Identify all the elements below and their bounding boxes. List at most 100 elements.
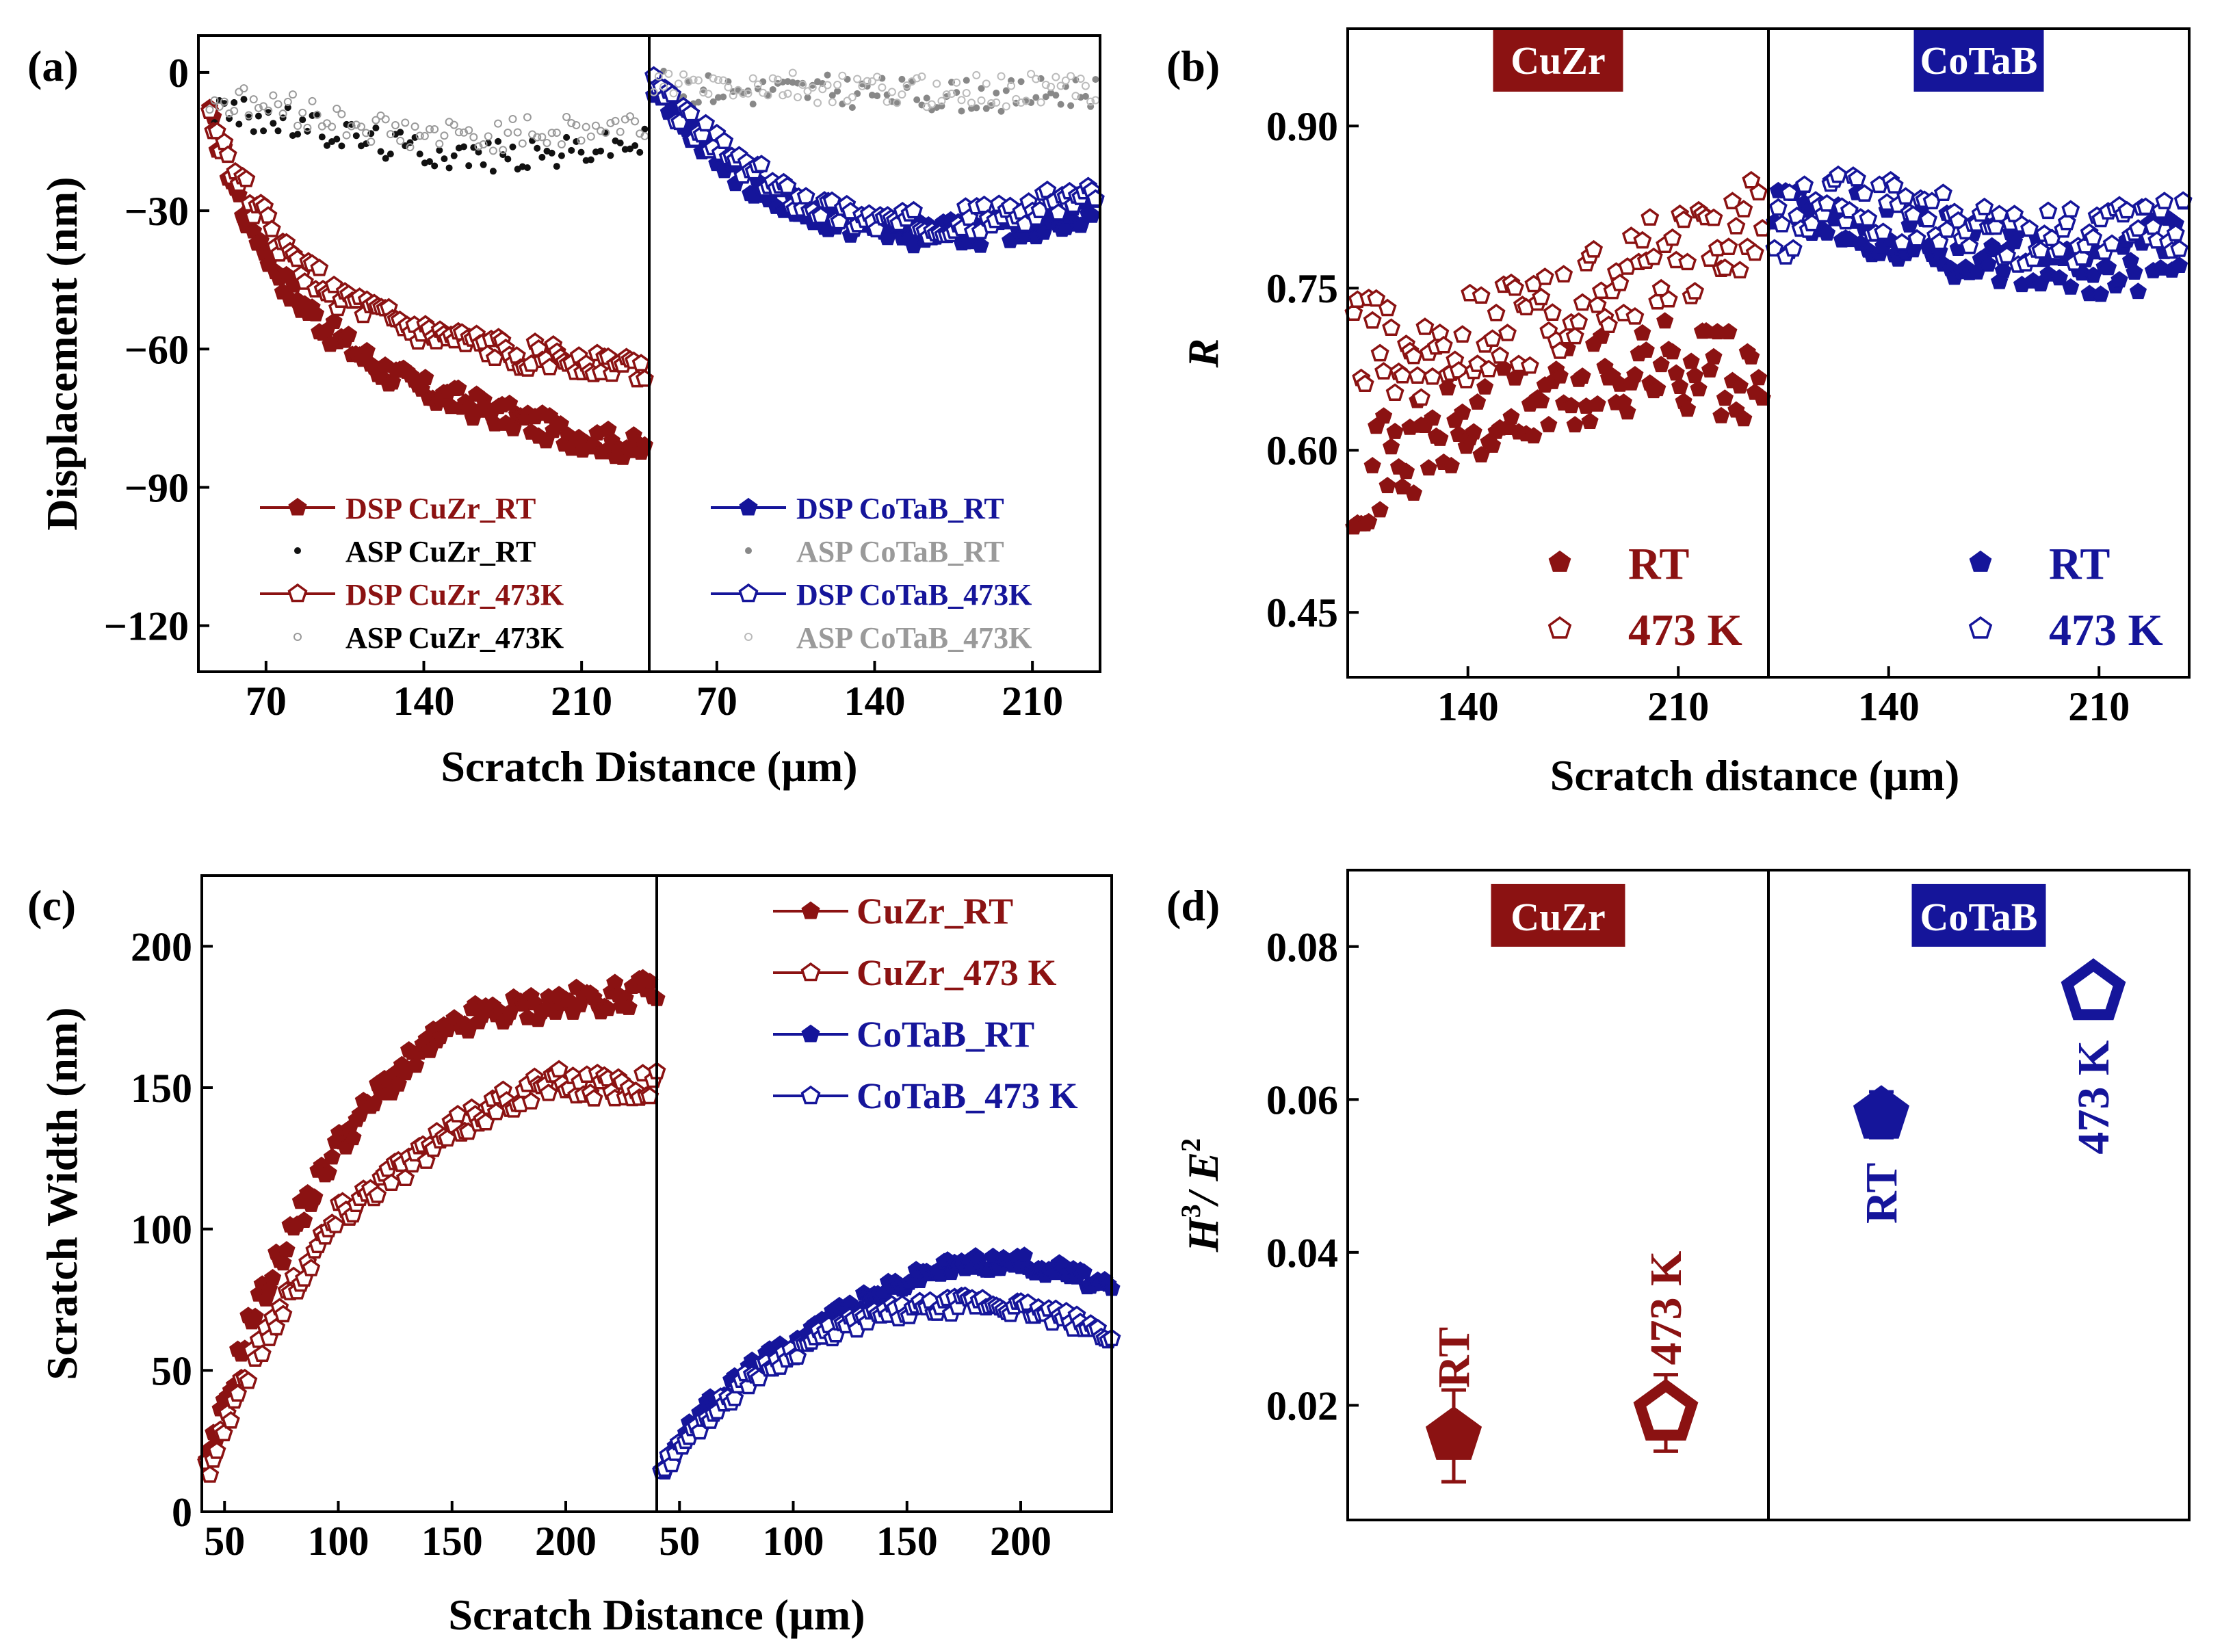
badge-label: CuZr <box>1511 38 1606 83</box>
data-point <box>1749 183 1768 201</box>
data-point <box>1960 236 1979 254</box>
data-point <box>2117 200 2136 219</box>
data-point <box>601 128 610 137</box>
data-point <box>1664 343 1682 360</box>
data-point <box>858 81 867 90</box>
data-point <box>430 124 439 133</box>
data-point <box>1057 101 1064 108</box>
data-point <box>1690 380 1708 397</box>
data-point <box>488 146 497 155</box>
data-point <box>288 90 297 99</box>
data-point <box>310 259 329 276</box>
data-point <box>1641 208 1660 226</box>
data-point <box>853 75 862 83</box>
data-point <box>1393 365 1412 384</box>
data-point <box>356 122 365 131</box>
y-axis-label: R <box>1179 339 1227 369</box>
legend-label: ASP CuZr_473K <box>345 621 564 655</box>
data-point <box>1081 81 1090 90</box>
data-point <box>2084 228 2103 246</box>
data-point <box>744 89 753 98</box>
x-tick-label: 100 <box>763 1519 824 1564</box>
data-point <box>1465 423 1482 440</box>
data-point <box>962 88 971 97</box>
data-point <box>769 86 776 93</box>
data-point <box>1780 183 1799 201</box>
data-point <box>1768 198 1788 216</box>
data-point <box>1674 210 1693 228</box>
data-point <box>636 129 644 138</box>
data-point <box>913 96 921 103</box>
data-point <box>664 69 673 78</box>
data-point <box>1745 243 1764 261</box>
data-point <box>562 112 571 121</box>
data-point <box>200 1465 220 1483</box>
data-point <box>1584 239 1604 258</box>
y-tick-label: 100 <box>131 1207 192 1253</box>
data-point <box>295 1211 313 1228</box>
data-point <box>932 79 941 88</box>
y-tick-label: 150 <box>131 1066 192 1111</box>
legend-label: ASP CuZr_RT <box>345 535 536 568</box>
data-point <box>1540 415 1558 432</box>
data-point <box>2100 259 2117 276</box>
data-point <box>714 94 722 101</box>
data-point <box>1355 374 1374 393</box>
legend-marker <box>800 1085 821 1105</box>
data-point <box>694 76 703 85</box>
data-point <box>278 109 287 118</box>
data-point <box>460 143 468 150</box>
x-tick-label: 70 <box>246 679 287 724</box>
legend-marker <box>293 633 302 641</box>
data-point <box>597 127 605 135</box>
data-point <box>240 96 248 103</box>
legend-marker <box>739 497 758 516</box>
data-point <box>367 137 376 146</box>
data-point <box>1032 75 1041 83</box>
y-tick-label: 0.45 <box>1266 590 1338 635</box>
data-point <box>1453 325 1472 343</box>
data-point <box>783 89 792 98</box>
data-point <box>2039 201 2058 220</box>
data-point <box>2155 192 2174 209</box>
legend-label: CuZr_RT <box>857 891 1013 932</box>
badge-label: CuZr <box>1511 895 1606 939</box>
data-point <box>2031 241 2050 259</box>
data-point <box>416 150 423 158</box>
badge-cuzr <box>1493 29 1623 92</box>
data-point <box>396 136 405 145</box>
data-point <box>1589 395 1606 412</box>
data-point <box>1086 97 1095 106</box>
data-point <box>893 99 901 107</box>
data-point <box>509 143 517 150</box>
data-point <box>239 84 248 93</box>
data-point <box>684 77 693 86</box>
data-point <box>631 142 639 149</box>
data-point <box>1705 348 1723 365</box>
data-point <box>1720 323 1738 340</box>
legend-label: CoTaB_473 K <box>857 1075 1078 1116</box>
data-point <box>352 132 360 140</box>
data-point <box>1682 352 1700 369</box>
data-point <box>484 132 493 141</box>
data-point <box>479 140 488 149</box>
panel-c-label: (c) <box>27 881 76 930</box>
data-point <box>406 143 415 152</box>
subplot-cotab <box>652 1246 1121 1480</box>
data-point <box>465 162 473 170</box>
data-point <box>1469 393 1487 410</box>
y-tick-label: 0 <box>172 1490 192 1535</box>
data-point <box>1667 364 1685 381</box>
data-point <box>523 113 532 122</box>
data-point <box>454 128 463 137</box>
data-point <box>973 104 980 112</box>
data-point <box>538 133 547 142</box>
data-point <box>824 71 831 79</box>
data-point <box>274 127 282 135</box>
legend-marker <box>287 583 308 603</box>
x-tick-label: 140 <box>1858 684 1920 729</box>
data-point <box>674 79 683 88</box>
data-point <box>426 124 434 133</box>
data-point <box>1599 315 1618 333</box>
